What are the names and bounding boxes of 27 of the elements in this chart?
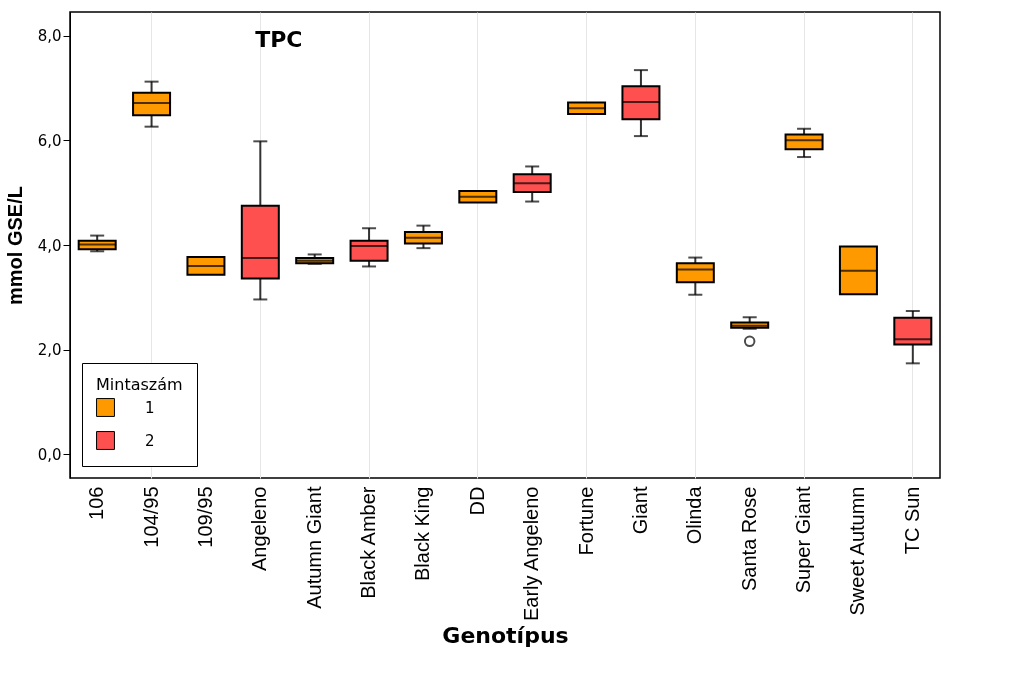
y-axis-title: mmol GSE/L	[3, 186, 26, 305]
y-tick-label: 6,0	[37, 131, 62, 150]
x-tick-label: 109/95	[193, 486, 216, 548]
legend-title: Mintaszám	[96, 375, 183, 394]
y-tick-label: 8,0	[37, 27, 62, 46]
text: TPC	[255, 27, 303, 52]
x-tick-label: Black Amber	[357, 486, 380, 599]
x-tick-label: Autumn Giant	[302, 486, 325, 609]
legend-label: 1	[145, 398, 155, 417]
y-tick-label: 4,0	[37, 236, 62, 255]
x-tick-label: DD	[465, 486, 488, 516]
x-tick-label: Giant	[628, 486, 651, 535]
y-tick-label: 2,0	[37, 341, 62, 360]
x-axis-title: Genotípus	[442, 623, 569, 649]
x-tick-label: TC Sun	[900, 486, 923, 555]
x-tick-label: Olinda	[683, 485, 706, 545]
x-tick-label: 106	[85, 486, 108, 520]
x-tick-label: Sweet Autumn	[846, 486, 869, 616]
y-tick-label: 0,0	[37, 445, 62, 464]
x-tick-label: Santa Rose	[737, 486, 760, 592]
x-tick-label: 104/95	[139, 486, 162, 548]
x-tick-label: Super Giant	[792, 486, 815, 594]
x-tick-label: Angeleno	[248, 486, 271, 572]
x-tick-label: Early Angeleno	[520, 486, 543, 622]
legend-label: 2	[145, 431, 155, 450]
x-tick-label: Fortune	[574, 486, 597, 556]
x-tick-label: Black King	[411, 486, 434, 581]
